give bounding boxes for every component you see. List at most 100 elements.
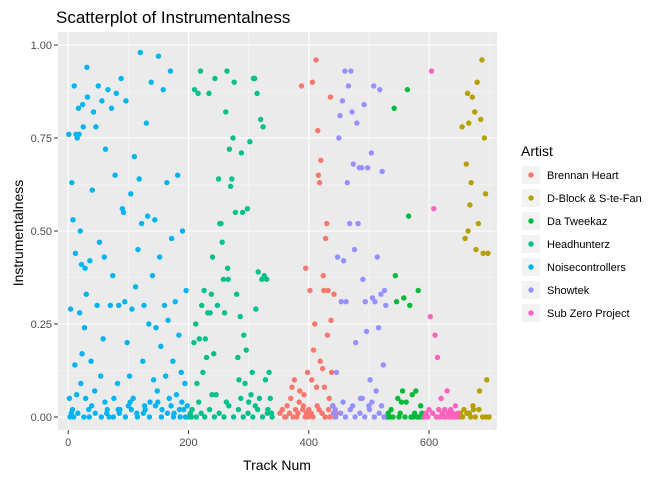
data-point: [340, 258, 347, 264]
data-point: [134, 414, 141, 420]
data-point: [220, 276, 227, 283]
data-point: [69, 406, 76, 413]
data-point: [373, 388, 379, 394]
data-point: [235, 406, 242, 413]
legend-item: Sub Zero Project: [522, 304, 630, 322]
data-point: [123, 98, 129, 104]
data-point: [67, 306, 74, 312]
data-point: [170, 358, 176, 364]
data-point: [288, 395, 294, 402]
data-point: [435, 406, 442, 413]
data-point: [230, 414, 237, 420]
data-point: [469, 94, 476, 100]
data-point: [378, 291, 384, 297]
data-point: [297, 388, 303, 394]
data-point: [397, 410, 403, 416]
data-point: [483, 414, 489, 420]
data-point: [378, 403, 385, 409]
data-point: [313, 384, 320, 390]
data-point: [235, 354, 241, 361]
data-point: [290, 414, 296, 420]
data-point: [165, 317, 171, 323]
data-point: [333, 414, 339, 420]
data-point: [444, 388, 450, 394]
data-point: [223, 399, 230, 405]
data-point: [73, 391, 80, 398]
data-point: [367, 377, 373, 383]
data-point: [310, 347, 317, 353]
data-point: [417, 403, 424, 409]
legend-key-point: [528, 172, 534, 178]
data-point: [266, 369, 272, 376]
data-point: [141, 302, 147, 309]
legend-label: Brennan Heart: [547, 170, 619, 182]
data-point: [238, 395, 244, 402]
data-point: [322, 414, 328, 420]
data-point: [168, 403, 174, 409]
data-point: [70, 414, 77, 420]
y-tick-label: 0.75: [31, 133, 52, 145]
data-point: [403, 399, 409, 405]
data-point: [150, 377, 157, 383]
data-point: [345, 83, 352, 89]
data-point: [253, 306, 259, 312]
data-point: [195, 90, 201, 97]
data-point: [452, 403, 459, 409]
legend-label: Showtek: [547, 285, 590, 297]
data-point: [179, 399, 185, 405]
legend-item: Da Tweekaz: [522, 212, 607, 230]
data-point: [108, 105, 115, 111]
data-point: [354, 120, 360, 126]
data-point: [226, 146, 233, 152]
data-point: [325, 406, 332, 413]
data-point: [79, 351, 85, 357]
x-tick-label: 0: [65, 437, 71, 449]
data-point: [102, 146, 109, 152]
data-point: [241, 332, 247, 338]
data-point: [252, 403, 258, 409]
data-point: [174, 172, 181, 178]
data-point: [318, 157, 324, 164]
data-point: [381, 414, 387, 420]
data-point: [368, 150, 375, 156]
data-point: [155, 399, 161, 405]
data-point: [167, 68, 174, 74]
data-point: [361, 101, 367, 108]
data-point: [243, 347, 249, 353]
data-point: [334, 254, 341, 260]
data-point: [309, 79, 316, 85]
data-point: [429, 410, 436, 416]
data-point: [316, 406, 322, 413]
y-axis-title: Instrumentalness: [10, 180, 26, 287]
data-point: [427, 313, 433, 320]
data-point: [225, 276, 231, 283]
data-point: [66, 131, 72, 137]
data-point: [307, 287, 313, 294]
data-point: [91, 388, 98, 394]
data-point: [238, 150, 245, 156]
series-group: [421, 68, 461, 420]
data-point: [257, 116, 264, 123]
data-point: [173, 391, 180, 398]
data-point: [338, 298, 344, 305]
data-point: [383, 302, 389, 309]
data-point: [191, 86, 198, 93]
data-point: [199, 302, 205, 309]
data-point: [413, 388, 419, 394]
legend-key-point: [528, 241, 534, 247]
data-point: [251, 75, 258, 82]
data-point: [474, 79, 480, 85]
data-point: [248, 391, 254, 398]
data-point: [179, 228, 186, 234]
data-point: [84, 94, 91, 100]
data-point: [71, 83, 77, 89]
data-point: [120, 209, 127, 216]
data-point: [336, 135, 342, 141]
data-point: [122, 414, 129, 420]
data-point: [391, 105, 397, 111]
data-point: [244, 205, 251, 212]
data-point: [208, 291, 215, 297]
data-point: [168, 235, 175, 242]
data-point: [337, 112, 343, 119]
data-point: [129, 306, 135, 312]
